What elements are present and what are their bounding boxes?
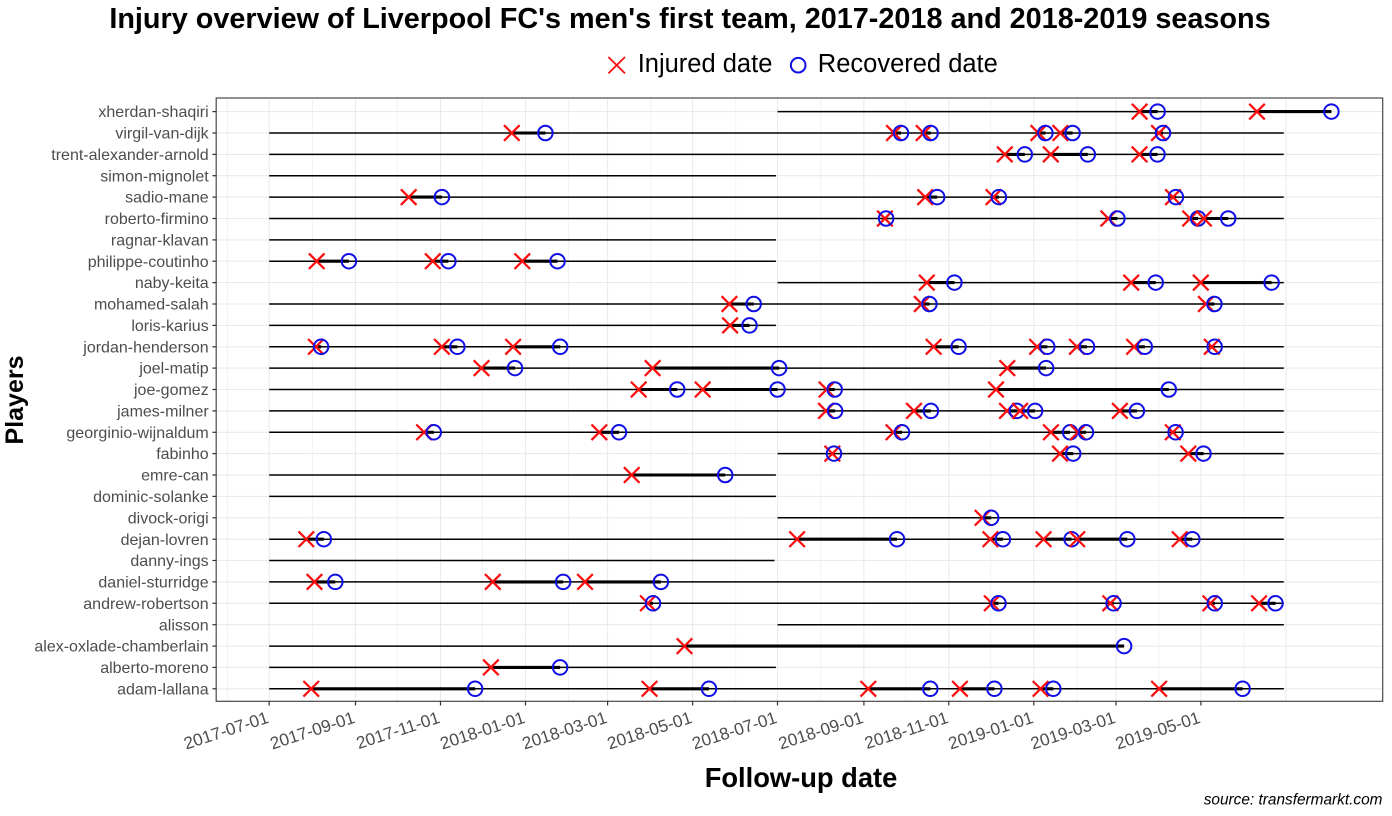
svg-text:simon-mignolet: simon-mignolet: [100, 168, 209, 185]
svg-text:roberto-firmino: roberto-firmino: [105, 211, 209, 228]
svg-text:emre-can: emre-can: [141, 468, 209, 485]
svg-text:loris-karius: loris-karius: [131, 318, 208, 335]
svg-text:Injury overview of Liverpool F: Injury overview of Liverpool FC's men's …: [109, 3, 1270, 35]
svg-text:alex-oxlade-chamberlain: alex-oxlade-chamberlain: [34, 639, 208, 656]
svg-text:fabinho: fabinho: [156, 446, 209, 463]
svg-text:dominic-solanke: dominic-solanke: [93, 489, 209, 506]
svg-text:ragnar-klavan: ragnar-klavan: [111, 233, 209, 250]
svg-text:xherdan-shaqiri: xherdan-shaqiri: [98, 104, 208, 121]
svg-text:georginio-wijnaldum: georginio-wijnaldum: [66, 425, 208, 442]
svg-text:virgil-van-dijk: virgil-van-dijk: [115, 126, 209, 143]
svg-text:andrew-robertson: andrew-robertson: [83, 596, 208, 613]
svg-text:jordan-henderson: jordan-henderson: [82, 339, 208, 356]
svg-text:joel-matip: joel-matip: [138, 361, 208, 378]
svg-text:joe-gomez: joe-gomez: [133, 382, 209, 399]
svg-text:sadio-mane: sadio-mane: [125, 190, 209, 207]
svg-text:trent-alexander-arnold: trent-alexander-arnold: [51, 147, 208, 164]
svg-text:alisson: alisson: [159, 617, 209, 634]
svg-text:james-milner: james-milner: [116, 404, 209, 421]
svg-text:naby-keita: naby-keita: [135, 275, 209, 292]
svg-text:alberto-moreno: alberto-moreno: [100, 660, 209, 677]
svg-text:divock-origi: divock-origi: [128, 510, 209, 527]
svg-text:mohamed-salah: mohamed-salah: [94, 297, 209, 314]
svg-text:Injured date: Injured date: [638, 50, 773, 78]
svg-text:Recovered date: Recovered date: [818, 50, 998, 78]
svg-text:dejan-lovren: dejan-lovren: [121, 532, 209, 549]
svg-text:Players: Players: [1, 356, 29, 445]
svg-text:danny-ings: danny-ings: [130, 553, 208, 570]
svg-text:daniel-sturridge: daniel-sturridge: [98, 575, 208, 592]
svg-text:philippe-coutinho: philippe-coutinho: [88, 254, 209, 271]
svg-text:source: transfermarkt.com: source: transfermarkt.com: [1204, 792, 1383, 809]
svg-text:adam-lallana: adam-lallana: [117, 681, 209, 698]
svg-text:Follow-up date: Follow-up date: [705, 762, 898, 793]
